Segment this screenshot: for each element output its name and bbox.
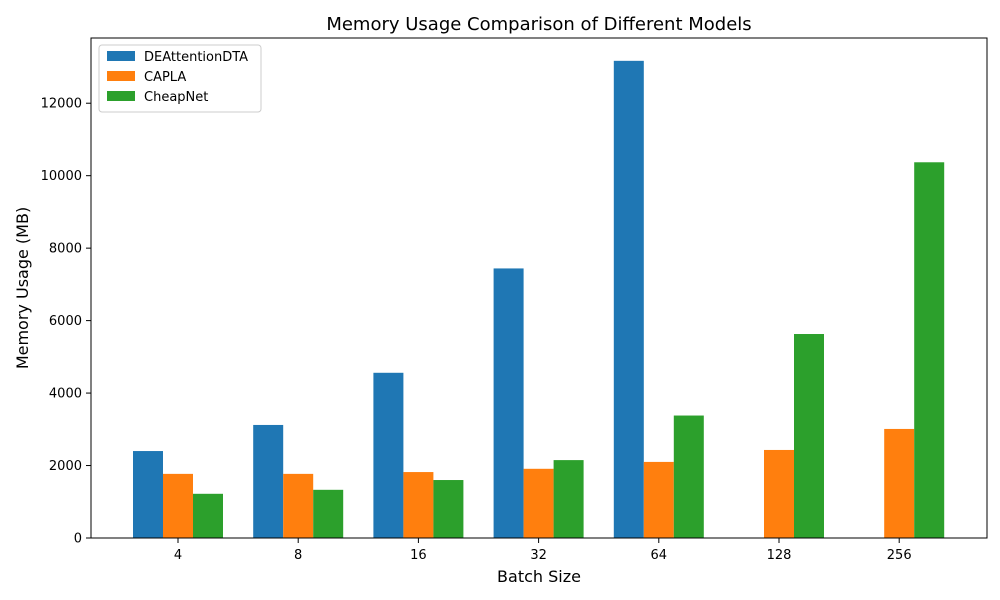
legend-swatch-deattentiondta bbox=[107, 51, 135, 61]
bar-cheapnet-128 bbox=[794, 334, 824, 538]
x-tick-label: 32 bbox=[530, 548, 547, 563]
bar-cheapnet-16 bbox=[433, 480, 464, 538]
bar-deattentiondta-4 bbox=[133, 451, 163, 538]
x-tick-label: 64 bbox=[651, 548, 668, 563]
x-tick-label: 16 bbox=[410, 548, 427, 563]
x-tick-label: 8 bbox=[294, 548, 302, 563]
y-tick-label: 0 bbox=[74, 532, 82, 547]
chart-title: Memory Usage Comparison of Different Mod… bbox=[326, 14, 751, 35]
x-tick-label: 128 bbox=[767, 548, 792, 563]
y-tick-label: 8000 bbox=[49, 242, 82, 257]
x-tick-label: 4 bbox=[174, 548, 182, 563]
x-axis: 4 8 16 32 64 128 256 bbox=[174, 538, 912, 563]
bar-capla-128 bbox=[764, 449, 794, 538]
bar-capla-32 bbox=[523, 468, 554, 538]
bar-capla-256 bbox=[884, 428, 915, 538]
bar-capla-8 bbox=[283, 473, 314, 538]
y-tick-label: 6000 bbox=[49, 314, 82, 329]
bar-deattentiondta-8 bbox=[253, 424, 284, 538]
legend-box bbox=[98, 44, 262, 113]
x-tick-label: 256 bbox=[887, 548, 912, 563]
bars-group bbox=[133, 60, 945, 539]
bar-cheapnet-64 bbox=[673, 415, 704, 538]
y-tick-label: 10000 bbox=[41, 169, 82, 184]
bar-capla-16 bbox=[403, 472, 434, 538]
y-axis-title: Memory Usage (MB) bbox=[13, 207, 32, 369]
legend-swatch-capla bbox=[107, 71, 135, 81]
y-tick-label: 4000 bbox=[49, 387, 82, 402]
bar-cheapnet-8 bbox=[313, 489, 344, 538]
legend-label-cheapnet: CheapNet bbox=[144, 90, 208, 105]
bar-cheapnet-32 bbox=[553, 460, 584, 538]
bar-deattentiondta-64 bbox=[613, 60, 644, 539]
legend-label-capla: CAPLA bbox=[144, 70, 186, 85]
y-tick-label: 2000 bbox=[49, 459, 82, 474]
legend-label-deattentiondta: DEAttentionDTA bbox=[144, 50, 248, 65]
bar-deattentiondta-16 bbox=[373, 372, 404, 538]
bar-cheapnet-256 bbox=[914, 162, 945, 538]
bar-deattentiondta-32 bbox=[493, 268, 524, 538]
x-axis-title: Batch Size bbox=[497, 567, 581, 586]
y-axis: 0 2000 4000 6000 8000 10000 12000 bbox=[41, 97, 91, 547]
y-tick-label: 12000 bbox=[41, 97, 82, 112]
legend-swatch-cheapnet bbox=[107, 91, 135, 101]
bar-capla-4 bbox=[163, 473, 193, 538]
bar-capla-64 bbox=[643, 461, 674, 538]
bar-cheapnet-4 bbox=[193, 493, 223, 538]
legend: DEAttentionDTA CAPLA CheapNet bbox=[98, 44, 262, 113]
